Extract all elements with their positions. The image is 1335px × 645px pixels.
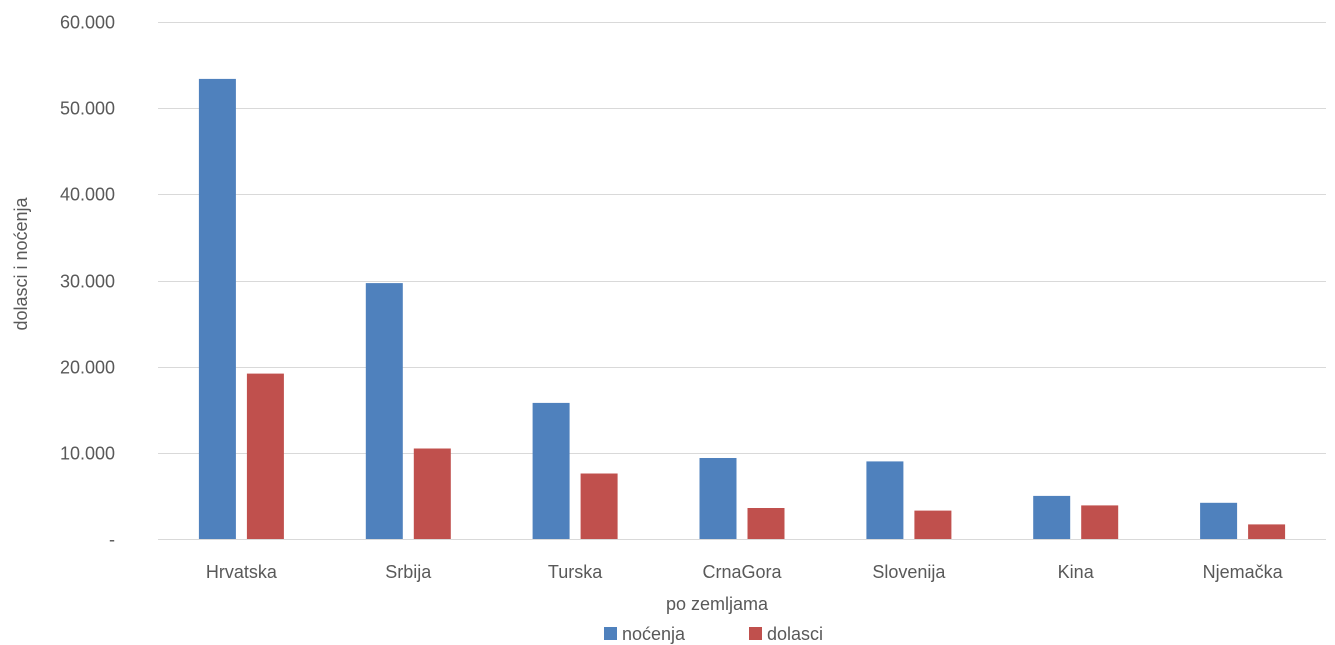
gridlines [158,22,1326,540]
x-tick-label: Njemačka [1203,562,1284,582]
x-tick-label: Hrvatska [206,562,278,582]
bar-dolasci-Hrvatska [246,373,284,539]
x-tick-label: Srbija [385,562,432,582]
bar-noćenja-Turska [532,402,570,539]
legend-label: dolasci [767,624,823,644]
x-tick-label: Kina [1058,562,1095,582]
y-tick-label: - [109,530,115,550]
bar-dolasci-Slovenija [914,510,952,539]
y-axis-title: dolasci i noćenja [11,196,31,330]
x-tick-label: Slovenija [872,562,946,582]
legend-swatch-noćenja [604,627,617,640]
bars [198,78,1286,540]
bar-dolasci-Kina [1081,505,1119,539]
bar-dolasci-Njemačka [1248,524,1286,539]
legend-swatch-dolasci [749,627,762,640]
x-tick-label: CrnaGora [702,562,782,582]
x-axis-ticks: Hrvatska Srbija Turska CrnaGora Slovenija Kin… [206,562,1284,582]
y-tick-label: 10.000 [60,444,115,464]
x-tick-label: Turska [548,562,603,582]
y-tick-label: 30.000 [60,272,115,292]
bar-dolasci-Srbija [413,448,451,539]
bar-noćenja-Srbija [365,283,403,539]
y-tick-label: 50.000 [60,99,115,119]
legend: noćenja dolasci [604,624,823,644]
bar-noćenja-CrnaGora [699,458,737,539]
x-axis-title: po zemljama [666,594,769,614]
bar-noćenja-Slovenija [866,461,904,539]
bar-noćenja-Kina [1033,495,1071,539]
bar-dolasci-Turska [580,473,618,539]
bar-dolasci-CrnaGora [747,508,785,539]
y-axis-ticks: - 10.000 20.000 30.000 40.000 50.000 60.000 [60,13,115,550]
y-tick-label: 40.000 [60,185,115,205]
legend-label: noćenja [622,624,686,644]
bar-noćenja-Njemačka [1200,502,1238,539]
bar-noćenja-Hrvatska [198,78,236,540]
y-tick-label: 20.000 [60,358,115,378]
y-tick-label: 60.000 [60,13,115,33]
